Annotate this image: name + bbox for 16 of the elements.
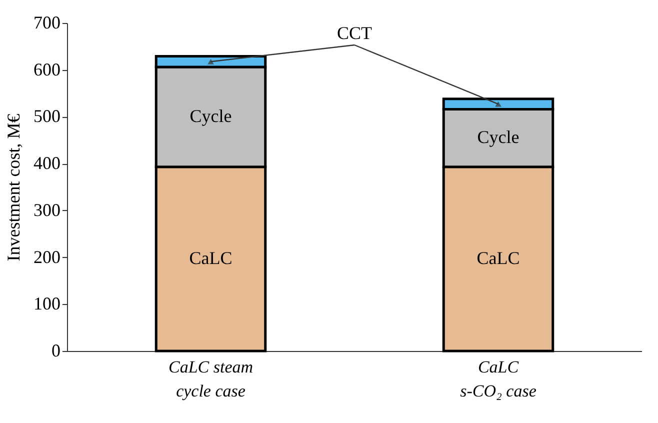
series-label: Cycle (477, 127, 520, 148)
y-tick-label: 400 (34, 153, 60, 174)
y-axis-title: Investment cost, M€ (4, 114, 24, 262)
x-tick-label: CaLC steam cycle case (168, 358, 254, 400)
x-tick-label: CaLC s-CO₂ case (460, 358, 537, 400)
y-tick-label: 600 (34, 59, 60, 80)
y-tick-label: 300 (34, 200, 60, 220)
y-tick-label: 0 (52, 340, 60, 360)
y-tick-label: 200 (34, 246, 60, 267)
series-label: CaLC (189, 248, 232, 268)
text: CCT (336, 23, 372, 43)
y-tick-label: 100 (34, 294, 60, 314)
y-tick-label: 700 (34, 12, 60, 32)
text: CaLC (476, 248, 520, 268)
y-tick-label: 500 (34, 106, 60, 126)
text: Cycle (190, 106, 232, 126)
